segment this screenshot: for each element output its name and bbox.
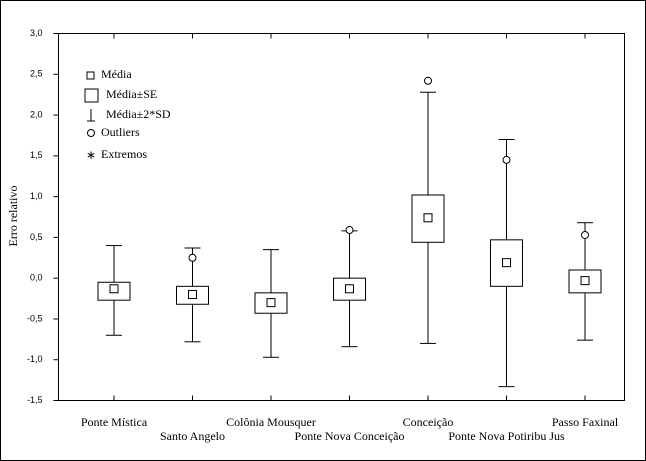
outlier xyxy=(502,155,511,164)
x-tick-label: Colônia Mousquer xyxy=(226,415,316,429)
x-tick-label: Passo Faxinal xyxy=(552,415,619,429)
mean-marker xyxy=(266,298,276,308)
legend-label: Extremos xyxy=(101,147,147,161)
y-tick-label: -1,0 xyxy=(27,354,43,364)
x-tick-label: Santo Angelo xyxy=(160,429,225,443)
legend-label: Média±2*SD xyxy=(106,107,171,121)
y-tick-label: -0,5 xyxy=(27,313,43,323)
plot-area xyxy=(58,33,625,401)
mean-marker xyxy=(345,284,354,294)
y-axis-label: Erro relativo xyxy=(6,186,20,247)
x-tick-label: Ponte Nova Conceição xyxy=(295,429,405,443)
legend-label: Média±SE xyxy=(106,87,157,101)
legend-symbol xyxy=(84,88,99,103)
legend-symbol xyxy=(86,71,95,80)
y-tick-label: 1,0 xyxy=(30,191,43,201)
mean-marker xyxy=(502,258,511,268)
x-tick-label: Conceição xyxy=(403,415,454,429)
outlier xyxy=(345,226,354,235)
mean-marker xyxy=(109,284,119,294)
y-tick-label: 2,0 xyxy=(30,109,43,119)
legend-symbol xyxy=(87,129,95,137)
mean-marker xyxy=(188,289,197,299)
outlier xyxy=(424,76,432,85)
y-tick-label: 3,0 xyxy=(30,28,43,38)
outlier xyxy=(581,230,589,239)
legend-symbol: ∗ xyxy=(86,148,96,162)
x-tick-label: Ponte Mística xyxy=(81,415,148,429)
legend-label: Outliers xyxy=(101,125,140,139)
y-tick-label: 2,5 xyxy=(30,69,43,79)
x-tick-label: Ponte Nova Potiribu Jus xyxy=(448,429,565,443)
outlier xyxy=(188,253,197,262)
mean-marker xyxy=(423,213,433,223)
mean-marker xyxy=(580,276,590,286)
legend-label: Média xyxy=(101,67,132,81)
y-tick-label: 0,0 xyxy=(30,273,43,283)
y-tick-label: 1,5 xyxy=(30,150,43,160)
y-tick-label: -1,5 xyxy=(27,395,43,405)
y-tick-label: 0,5 xyxy=(30,232,43,242)
